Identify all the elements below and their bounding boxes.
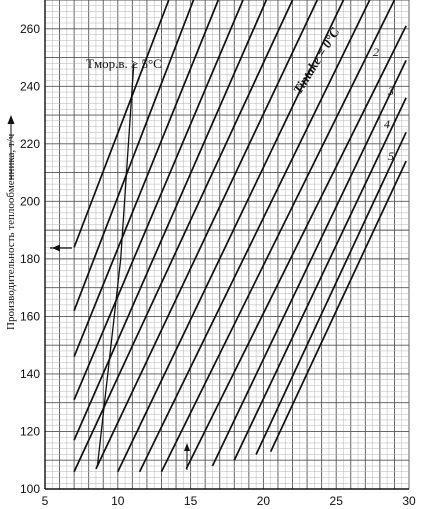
series-line-14 — [255, 131, 407, 455]
sea-temp-annotation: Tмор.в. ≥ 5°C — [86, 56, 162, 71]
series-line-2 — [73, 0, 195, 311]
series-line-11 — [185, 25, 407, 470]
sea-temp-boundary-line — [96, 63, 135, 467]
series-line-13 — [233, 97, 407, 461]
y-tick-label: 120 — [20, 424, 40, 438]
up-arrow-icon — [184, 443, 190, 470]
series-line-3 — [73, 0, 220, 358]
y-tick-label: 200 — [20, 194, 40, 208]
series-line-10 — [160, 0, 396, 473]
plot-frame — [44, 0, 409, 490]
series-line-5 — [73, 0, 268, 441]
y-axis-arrow-icon — [7, 115, 15, 180]
series-line-9 — [138, 0, 371, 473]
series-line-15 — [269, 160, 407, 452]
curve-label: 2 — [373, 45, 379, 59]
x-tick-label: 20 — [257, 494, 271, 508]
y-axis-label: Производительность теплообменника, т/ч — [5, 133, 17, 330]
series-line-8 — [117, 0, 345, 473]
grid — [44, 0, 410, 490]
x-tick-label: 30 — [402, 494, 416, 508]
intake-temp-annotation: Tintake = 0°C — [290, 25, 343, 97]
curve-label: 4 — [384, 117, 390, 131]
series-line-6 — [73, 0, 294, 473]
y-tick-label: 240 — [20, 79, 40, 93]
x-tick-label: 25 — [330, 494, 344, 508]
x-tick-labels: 5 10 15 20 25 30 — [42, 494, 416, 508]
y-tick-label: 260 — [20, 22, 40, 36]
x-tick-label: 5 — [42, 494, 49, 508]
series-line-7 — [95, 0, 319, 470]
y-tick-label: 160 — [20, 309, 40, 323]
y-tick-labels: 100 120 140 160 180 200 220 240 260 — [20, 22, 40, 496]
series-line-12 — [211, 60, 407, 467]
series-line-1 — [73, 0, 170, 248]
series-group — [73, 0, 407, 473]
reference-arrow-icon — [50, 244, 72, 252]
curve-label: 5 — [388, 149, 394, 163]
curve-label: 3 — [387, 84, 394, 98]
y-tick-label: 180 — [20, 252, 40, 266]
x-tick-label: 10 — [111, 494, 125, 508]
series-line-4 — [73, 0, 244, 401]
y-tick-label: 100 — [20, 482, 40, 496]
x-tick-label: 15 — [184, 494, 198, 508]
y-tick-label: 140 — [20, 367, 40, 381]
y-tick-label: 220 — [20, 137, 40, 151]
marker-group: 2 3 4 5 — [96, 45, 394, 467]
